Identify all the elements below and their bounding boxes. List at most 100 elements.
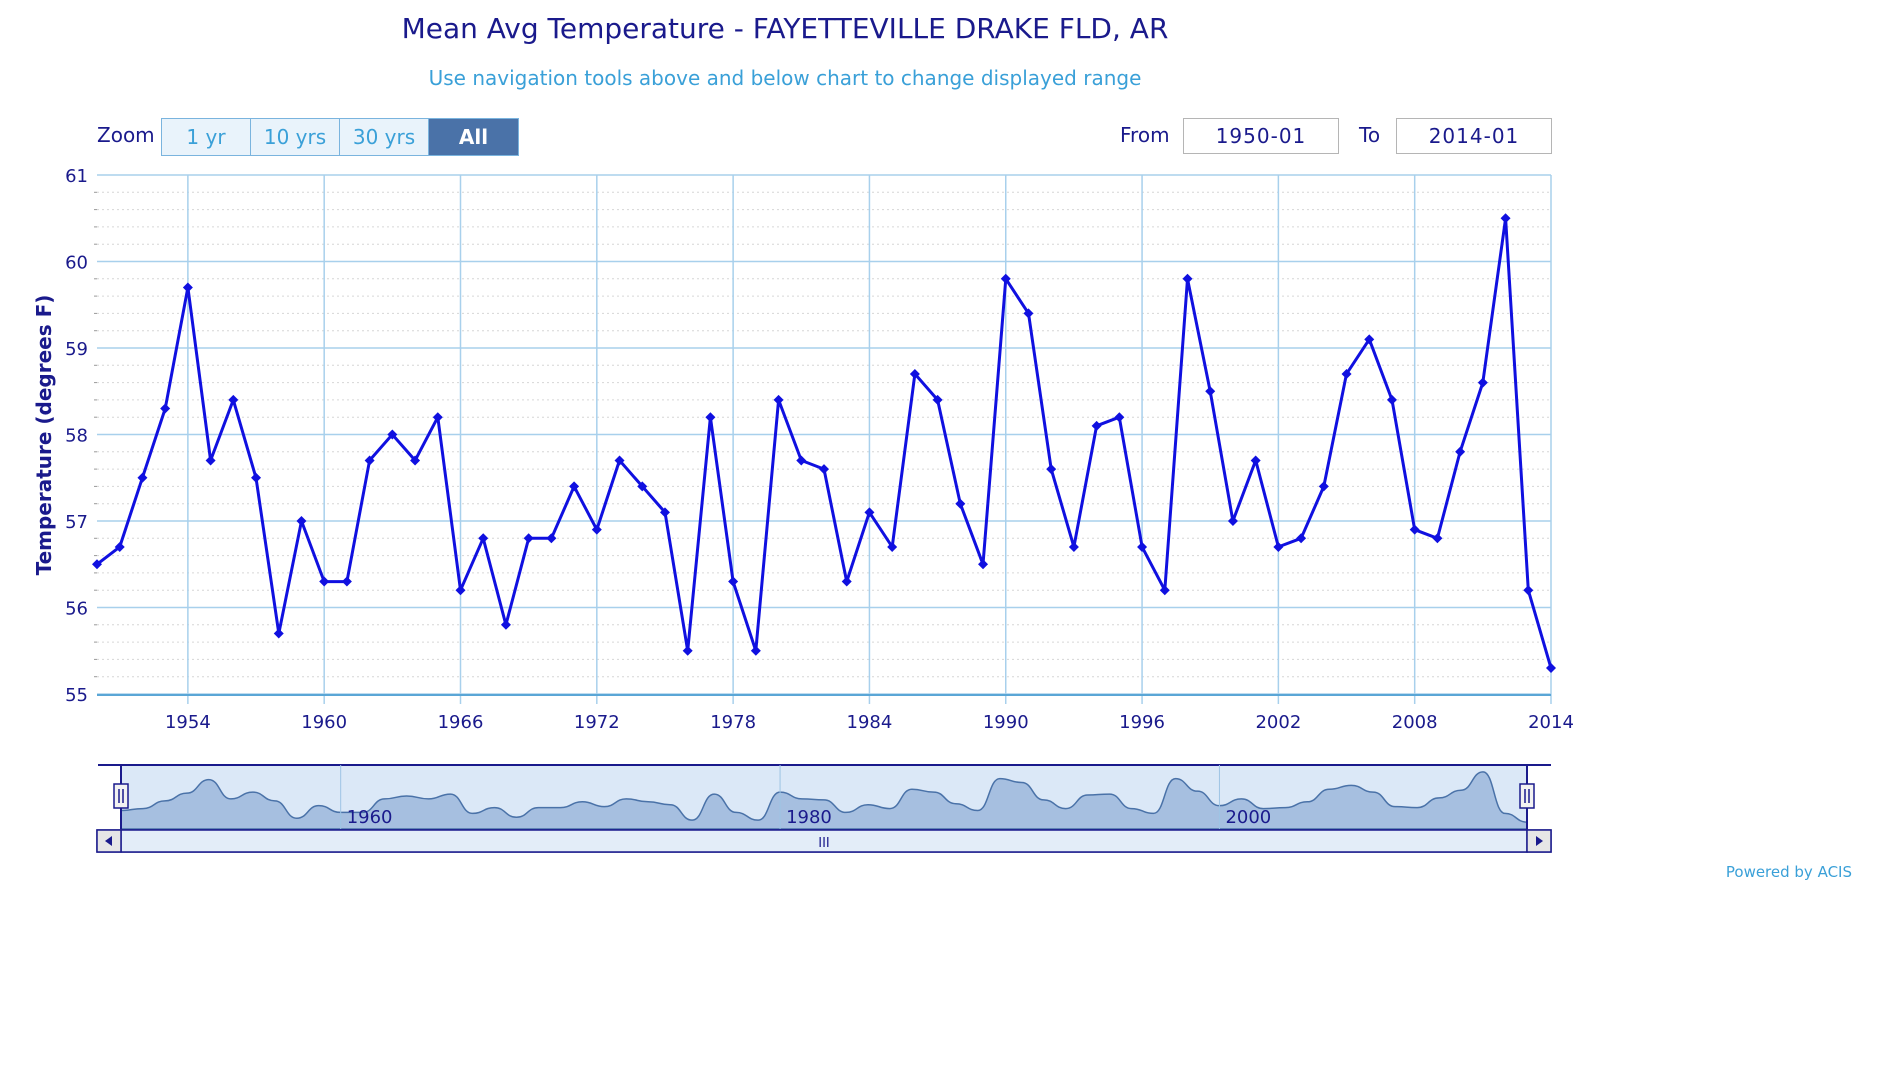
data-point[interactable]	[1250, 455, 1261, 466]
data-point[interactable]	[1068, 541, 1079, 552]
x-tick-label: 1996	[1119, 712, 1165, 733]
navigator[interactable]: 1960 1980 2000 III	[96, 764, 1552, 853]
data-point[interactable]	[205, 455, 216, 466]
data-point[interactable]	[1296, 533, 1307, 544]
from-label: From	[1120, 123, 1170, 147]
navigator-area	[120, 771, 1528, 830]
data-point[interactable]	[478, 533, 489, 544]
data-point[interactable]	[319, 576, 330, 587]
data-point[interactable]	[773, 394, 784, 405]
axis-layer: 55 56 57 58 59 60 61 1954 1960 1966 1972 1978 1984 19…	[65, 166, 1574, 733]
zoom-all-button[interactable]: All	[429, 119, 518, 155]
y-tick-label: 55	[65, 685, 88, 706]
data-point[interactable]	[796, 455, 807, 466]
zoom-1yr-button[interactable]: 1 yr	[162, 119, 251, 155]
data-point[interactable]	[591, 524, 602, 535]
data-point[interactable]	[1409, 524, 1420, 535]
data-point[interactable]	[887, 541, 898, 552]
y-tick-label: 58	[65, 426, 88, 447]
arrow-left-icon	[105, 836, 112, 846]
data-point[interactable]	[1023, 308, 1034, 319]
data-point[interactable]	[410, 455, 421, 466]
data-point[interactable]	[819, 464, 829, 475]
data-point[interactable]	[387, 429, 398, 440]
handle-box[interactable]	[113, 783, 129, 809]
from-date-input[interactable]	[1183, 118, 1339, 154]
to-date-input[interactable]	[1396, 118, 1552, 154]
data-point[interactable]	[341, 576, 352, 587]
data-point[interactable]	[500, 619, 511, 630]
data-point[interactable]	[1137, 541, 1148, 552]
handle-box[interactable]	[1519, 783, 1535, 809]
data-point[interactable]	[1546, 663, 1556, 674]
data-point[interactable]	[137, 472, 148, 483]
data-point[interactable]	[750, 645, 761, 656]
data-point[interactable]	[955, 498, 966, 509]
data-point[interactable]	[1500, 213, 1511, 224]
x-tick-label: 1978	[710, 712, 756, 733]
x-tick-label: 1954	[165, 712, 211, 733]
x-tick-label: 1960	[301, 712, 347, 733]
data-point[interactable]	[1046, 464, 1057, 475]
data-point[interactable]	[273, 628, 284, 639]
data-point[interactable]	[1205, 386, 1216, 397]
zoom-30yrs-button[interactable]: 30 yrs	[340, 119, 429, 155]
navigator-right-handle[interactable]	[1519, 783, 1535, 809]
scrollbar-grip-icon: III	[818, 836, 830, 851]
data-point[interactable]	[1477, 377, 1488, 388]
to-label: To	[1359, 123, 1381, 147]
y-tick-label: 59	[65, 339, 88, 360]
powered-by-link[interactable]: Powered by ACIS	[1725, 863, 1852, 881]
data-point[interactable]	[251, 472, 262, 483]
zoom-10yrs-button[interactable]: 10 yrs	[251, 119, 340, 155]
data-point[interactable]	[841, 576, 852, 587]
data-point[interactable]	[1227, 516, 1238, 526]
data-point[interactable]	[637, 481, 648, 492]
data-point[interactable]	[1455, 446, 1466, 457]
arrow-right-icon	[1536, 836, 1543, 846]
zoom-button-group: 1 yr 10 yrs 30 yrs All	[161, 118, 519, 156]
data-point[interactable]	[546, 533, 557, 544]
data-point[interactable]	[1364, 334, 1375, 345]
data-point[interactable]	[296, 516, 307, 526]
data-point[interactable]	[364, 455, 375, 466]
y-tick-label: 57	[65, 512, 88, 533]
data-point[interactable]	[705, 412, 716, 423]
x-tick-label: 2014	[1528, 712, 1574, 733]
data-point[interactable]	[728, 576, 739, 587]
data-point[interactable]	[1000, 273, 1011, 284]
data-point[interactable]	[659, 507, 670, 518]
data-point[interactable]	[1318, 481, 1329, 492]
data-point[interactable]	[432, 412, 443, 423]
data-point[interactable]	[1386, 394, 1397, 405]
data-point[interactable]	[1273, 541, 1284, 552]
data-point[interactable]	[1114, 412, 1125, 423]
x-tick-label: 1990	[983, 712, 1029, 733]
data-point[interactable]	[682, 645, 693, 656]
data-point[interactable]	[569, 481, 580, 492]
y-tick-label: 60	[65, 253, 88, 274]
chart-subtitle: Use navigation tools above and below cha…	[428, 66, 1142, 90]
data-point[interactable]	[1341, 368, 1352, 379]
data-point[interactable]	[228, 394, 239, 405]
data-point[interactable]	[978, 559, 989, 570]
data-point[interactable]	[182, 282, 193, 293]
data-point[interactable]	[1182, 273, 1193, 284]
x-tick-label: 2008	[1392, 712, 1438, 733]
data-point[interactable]	[92, 559, 102, 570]
navigator-left-handle[interactable]	[113, 783, 129, 809]
data-point[interactable]	[160, 403, 171, 414]
y-tick-label: 61	[65, 166, 88, 187]
data-point[interactable]	[1523, 585, 1534, 596]
data-point[interactable]	[614, 455, 625, 466]
data-point[interactable]	[909, 368, 920, 379]
data-point[interactable]	[455, 585, 466, 596]
data-point[interactable]	[1159, 585, 1170, 596]
data-point[interactable]	[1432, 533, 1443, 544]
data-point[interactable]	[932, 394, 943, 405]
data-point[interactable]	[864, 507, 875, 518]
data-point[interactable]	[1091, 420, 1102, 431]
data-point[interactable]	[114, 541, 125, 552]
data-point[interactable]	[523, 533, 534, 544]
